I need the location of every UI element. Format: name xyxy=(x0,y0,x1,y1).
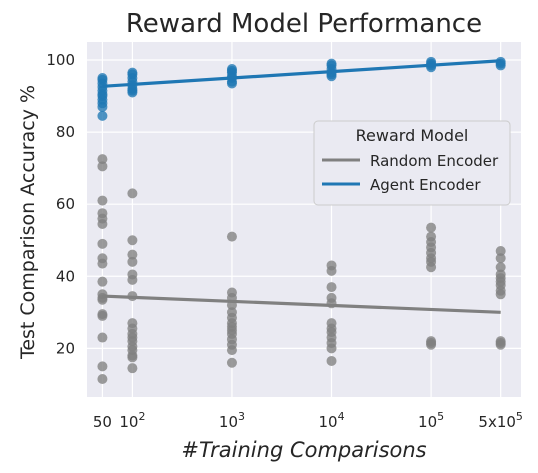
y-tick-label: 80 xyxy=(56,123,75,141)
data-point-random-encoder xyxy=(326,343,337,354)
data-point-random-encoder xyxy=(426,222,437,233)
data-point-random-encoder xyxy=(97,161,108,172)
data-point-random-encoder xyxy=(326,265,337,276)
x-tick-label: 102 xyxy=(119,410,145,431)
chart-title: Reward Model Performance xyxy=(126,9,482,39)
data-point-random-encoder xyxy=(97,373,108,384)
data-point-random-encoder xyxy=(226,231,237,242)
data-point-random-encoder xyxy=(97,310,108,321)
data-point-random-encoder xyxy=(97,238,108,249)
y-tick-labels: 20 40 60 80 100 xyxy=(46,51,75,357)
y-axis-label: Test Comparison Accuracy % xyxy=(17,85,39,360)
data-point-random-encoder xyxy=(226,345,237,356)
data-point-random-encoder xyxy=(426,262,437,273)
data-points xyxy=(97,56,506,384)
data-point-random-encoder xyxy=(426,339,437,350)
data-point-random-encoder xyxy=(495,246,506,257)
data-point-agent-encoder xyxy=(495,60,506,71)
data-point-random-encoder xyxy=(97,276,108,287)
data-point-random-encoder xyxy=(326,355,337,366)
trend-lines xyxy=(102,59,501,314)
x-tick-labels: 50 102 103 104 105 5x105 xyxy=(93,410,523,431)
data-point-random-encoder xyxy=(226,357,237,368)
y-tick-label: 20 xyxy=(56,339,75,357)
data-point-random-encoder xyxy=(97,154,108,165)
data-point-random-encoder xyxy=(495,262,506,273)
trend-line-random-encoder xyxy=(102,294,501,314)
y-tick-label: 60 xyxy=(56,195,75,213)
data-point-random-encoder xyxy=(127,352,138,363)
data-point-random-encoder xyxy=(97,258,108,269)
x-tick-label: 105 xyxy=(418,410,444,431)
legend-label-agent-encoder: Agent Encoder xyxy=(370,176,481,194)
legend-label-random-encoder: Random Encoder xyxy=(370,152,499,170)
data-point-random-encoder xyxy=(127,249,138,260)
data-point-random-encoder xyxy=(127,235,138,246)
data-point-random-encoder xyxy=(326,282,337,293)
legend-title: Reward Model xyxy=(356,126,469,145)
data-point-random-encoder xyxy=(127,256,138,267)
y-tick-label: 40 xyxy=(56,267,75,285)
x-axis-label: #Training Comparisons xyxy=(181,438,426,462)
plot-background xyxy=(87,42,521,397)
trend-line-agent-encoder xyxy=(102,59,501,88)
x-tick-label: 103 xyxy=(219,410,245,431)
data-point-agent-encoder xyxy=(226,78,237,89)
data-point-random-encoder xyxy=(97,332,108,343)
data-point-agent-encoder xyxy=(97,110,108,121)
legend-box xyxy=(313,120,511,206)
y-tick-label: 100 xyxy=(46,51,75,69)
data-point-random-encoder xyxy=(495,253,506,264)
data-point-random-encoder xyxy=(127,188,138,199)
data-point-agent-encoder xyxy=(97,101,108,112)
data-point-random-encoder xyxy=(97,195,108,206)
data-point-random-encoder xyxy=(127,274,138,285)
x-tick-label: 50 xyxy=(93,413,112,431)
x-tick-label: 5x105 xyxy=(478,410,523,431)
data-point-random-encoder xyxy=(97,219,108,230)
data-point-random-encoder xyxy=(127,363,138,374)
data-point-random-encoder xyxy=(495,289,506,300)
data-point-agent-encoder xyxy=(326,71,337,82)
x-tick-label: 104 xyxy=(318,410,344,431)
data-point-agent-encoder xyxy=(127,87,138,98)
data-point-random-encoder xyxy=(97,361,108,372)
legend: Reward Model Random Encoder Agent Encode… xyxy=(313,120,511,206)
data-point-random-encoder xyxy=(495,339,506,350)
